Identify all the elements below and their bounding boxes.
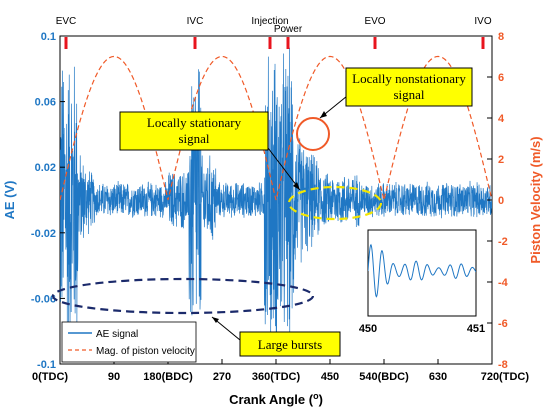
x-tick-label: 720(TDC): [481, 371, 530, 383]
right-y-tick-label: -2: [498, 236, 508, 248]
stationary-arrowhead: [293, 182, 300, 190]
inset-xtick-451: 451: [467, 323, 485, 335]
event-marker-ivc: [193, 37, 197, 49]
left-y-tick-label: 0.1: [41, 31, 56, 43]
legend-velocity-label: Mag. of piston velocity: [96, 346, 195, 357]
left-y-tick-label: 0.02: [35, 162, 56, 174]
x-tick-label: 270: [213, 371, 231, 383]
right-y-axis-ticks: 8 6 4 2 0 -2 -4 -6 -8: [487, 31, 509, 371]
x-tick-label: 0(TDC): [32, 371, 68, 383]
right-y-tick-label: 0: [498, 195, 504, 207]
right-y-tick-label: 4: [498, 113, 505, 125]
event-marker-ivo: [481, 37, 485, 49]
event-label-power: Power: [274, 24, 303, 35]
event-label-injection: Injection: [251, 16, 288, 27]
right-y-tick-label: 6: [498, 72, 504, 84]
callout-bursts: Large bursts: [239, 331, 341, 357]
callout-nonstationary: Locally nonstationary signal: [345, 67, 473, 107]
right-y-tick-label: 8: [498, 31, 504, 43]
x-axis-ticks: 0(TDC) 90 180(BDC) 270 360(TDC) 450 540(BDC) 63…: [32, 359, 529, 383]
x-tick-label: 90: [108, 371, 120, 383]
left-y-tick-label: -0.02: [31, 228, 56, 240]
stationary-arrow: [267, 147, 301, 191]
left-y-tick-label: 0.06: [35, 97, 56, 109]
callout-bursts-text: Large bursts: [258, 337, 322, 352]
bursts-region-ellipse: [51, 277, 315, 315]
event-marker-evc: [64, 37, 68, 49]
left-y-axis-ticks: 0.1 0.06 0.02 -0.02 -0.06 -0.1: [31, 31, 65, 371]
event-label-ivo: IVO: [474, 16, 491, 27]
left-y-tick-label: -0.06: [31, 293, 56, 305]
right-y-tick-label: -8: [498, 359, 508, 371]
ae-signal-series: [60, 47, 492, 345]
inset-signal-line: [368, 243, 476, 298]
stationary-region-ellipse: [287, 185, 383, 221]
legend-ae-label: AE signal: [96, 329, 138, 340]
right-y-tick-label: 2: [498, 154, 504, 166]
x-tick-label: 630: [429, 371, 447, 383]
x-axis-label: Crank Angle (o): [229, 391, 323, 407]
callout-stationary: Locally stationary signal: [119, 111, 269, 151]
event-marker-injection: [268, 37, 272, 49]
callout-stationary-text: Locally stationary signal: [147, 115, 242, 146]
event-label-evo: EVO: [364, 16, 385, 27]
x-axis-label-sup: o: [313, 391, 319, 401]
event-marker-evo: [373, 37, 377, 49]
inset-xtick-450: 450: [359, 323, 377, 335]
event-marker-power: [286, 37, 290, 49]
event-label-evc: EVC: [56, 16, 77, 27]
legend: AE signal Mag. of piston velocity: [61, 321, 197, 363]
left-y-tick-label: -0.1: [37, 359, 56, 371]
x-tick-label: 540(BDC): [359, 371, 409, 383]
right-y-axis-label: Piston Velocity (m/s): [528, 136, 543, 263]
x-tick-label: 360(TDC): [252, 371, 301, 383]
nonstationary-arrowhead: [320, 111, 327, 118]
x-tick-label: 180(BDC): [143, 371, 193, 383]
nonstationary-region-circle: [296, 117, 330, 151]
event-label-ivc: IVC: [187, 16, 204, 27]
bursts-arrowhead: [212, 317, 219, 323]
ae-signal-line: [60, 47, 492, 345]
right-y-tick-label: -4: [498, 277, 509, 289]
right-y-tick-label: -6: [498, 318, 508, 330]
left-y-axis-label: AE (V): [2, 181, 17, 220]
x-tick-label: 450: [321, 371, 339, 383]
inset-zoom-plot: 450 451: [359, 229, 485, 335]
callout-nonstationary-text: Locally nonstationary signal: [352, 71, 466, 102]
